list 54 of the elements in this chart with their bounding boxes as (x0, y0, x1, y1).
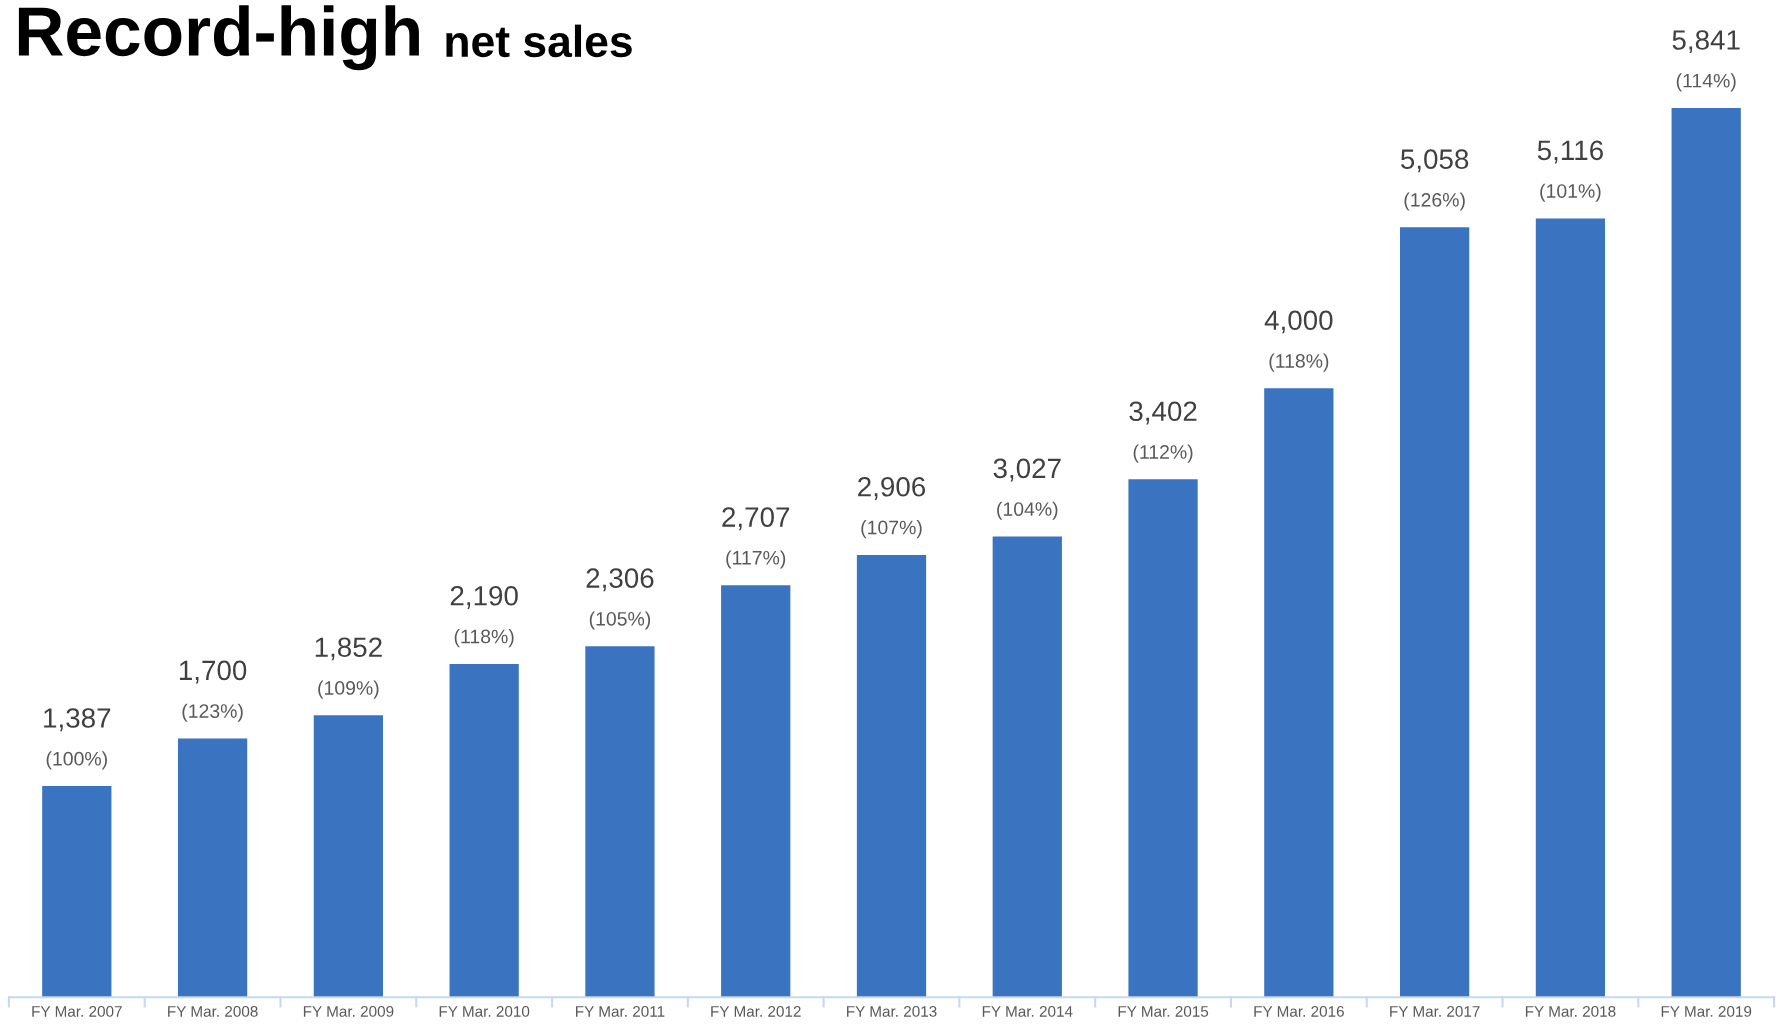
data-label: 2,306 (586, 568, 654, 592)
x-tick-label: FY Mar. 2018 (1525, 1006, 1616, 1017)
x-tick-label: FY Mar. 2011 (576, 1006, 665, 1017)
bar (449, 663, 519, 998)
bar (1264, 388, 1334, 998)
annotation: (126%) (1404, 192, 1465, 211)
bar (1535, 218, 1606, 998)
annotation: (118%) (454, 629, 514, 648)
data-label: 5,058 (1400, 149, 1469, 173)
x-tick-label: FY Mar. 2010 (439, 1006, 530, 1017)
x-tick-label: FY Mar. 2015 (1118, 1006, 1209, 1017)
bar (1671, 108, 1741, 998)
annotation: (105%) (589, 611, 651, 630)
annotation: (114%) (1676, 73, 1736, 92)
bar (1400, 227, 1470, 998)
x-tick-label: FY Mar. 2007 (32, 1006, 122, 1017)
bar (313, 715, 383, 998)
annotation: (101%) (1540, 183, 1601, 202)
x-tick-label: FY Mar. 2013 (847, 1006, 937, 1017)
annotation: (109%) (318, 680, 379, 699)
bar (1128, 479, 1198, 998)
chart-title: Record-high (18, 5, 419, 71)
x-tick-label: FY Mar. 2019 (1661, 1006, 1752, 1017)
annotation: (117%) (726, 550, 786, 569)
bar (856, 554, 927, 998)
x-tick-label: FY Mar. 2008 (168, 1006, 258, 1017)
x-tick-label: FY Mar. 2014 (982, 1006, 1073, 1017)
data-label: 2,190 (450, 585, 518, 609)
chart-subtitle: net sales (446, 24, 632, 58)
data-label: 2,707 (722, 507, 790, 531)
bar (177, 738, 248, 998)
data-label: 1,852 (315, 637, 382, 661)
annotation: (107%) (861, 520, 922, 539)
x-tick-label: FY Mar. 2016 (1254, 1006, 1344, 1017)
x-tick-label: FY Mar. 2012 (711, 1006, 801, 1017)
data-label: 1,387 (44, 708, 111, 732)
data-label: 4,000 (1264, 310, 1333, 334)
data-label: 3,402 (1129, 401, 1197, 425)
bar (585, 646, 655, 998)
data-label: 5,841 (1672, 30, 1740, 54)
bar (992, 536, 1062, 998)
bar (42, 786, 112, 998)
annotation: (100%) (46, 751, 107, 770)
annotation: (112%) (1133, 444, 1193, 463)
x-tick-label: FY Mar. 2017 (1390, 1006, 1480, 1017)
data-label: 1,700 (179, 660, 247, 684)
bar (721, 585, 791, 998)
x-tick-label: FY Mar. 2009 (303, 1006, 394, 1017)
data-label: 3,027 (993, 458, 1061, 482)
annotation: (104%) (997, 501, 1058, 520)
data-label: 5,116 (1537, 140, 1603, 164)
annotation: (118%) (1269, 353, 1329, 372)
data-label: 2,906 (858, 476, 926, 500)
annotation: (123%) (182, 703, 243, 722)
